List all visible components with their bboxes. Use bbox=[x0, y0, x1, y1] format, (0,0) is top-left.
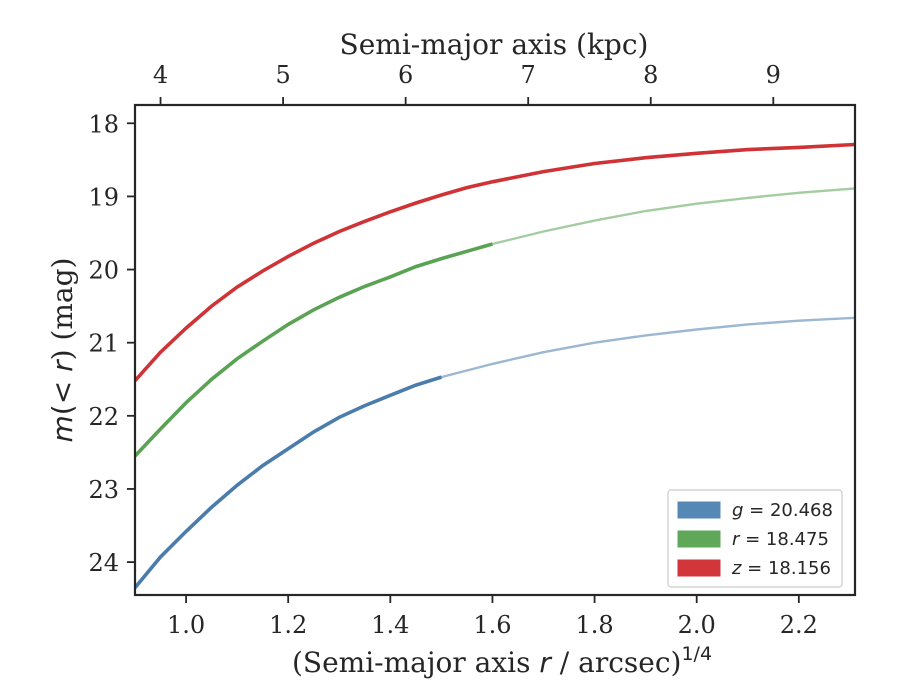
legend-label-z: z = 18.156 bbox=[731, 558, 831, 579]
x-tick-label: 1.8 bbox=[575, 611, 613, 639]
y-axis-title: m(< r) (mag) bbox=[46, 258, 79, 443]
x-axis-title-exponent: 1/4 bbox=[681, 643, 712, 665]
legend-swatch-r bbox=[677, 530, 721, 548]
x-tick-label: 1.0 bbox=[167, 611, 205, 639]
y-axis-title-paren: (< bbox=[46, 372, 79, 415]
legend-swatch-z bbox=[677, 559, 721, 577]
series-layer bbox=[135, 142, 855, 589]
top-tick-label: 9 bbox=[766, 61, 781, 89]
legend-label-g: g = 20.468 bbox=[732, 500, 833, 521]
x-axis-title: (Semi-major axis r / arcsec)1/4 bbox=[292, 643, 712, 679]
y-tick-label: 19 bbox=[88, 183, 119, 211]
y-axis-title-r: r bbox=[46, 359, 79, 372]
legend: g = 20.468 r = 18.475 z = 18.156 bbox=[667, 489, 843, 588]
top-axis-title: Semi-major axis (kpc) bbox=[340, 28, 649, 61]
x-axis-bottom: 1.0 1.2 1.4 1.6 1.8 2.0 2.2 bbox=[167, 595, 818, 639]
x-axis-top: 4 5 6 7 8 9 bbox=[153, 61, 781, 105]
series-line-z bbox=[135, 142, 855, 382]
legend-entry-g: g = 20.468 bbox=[677, 500, 833, 521]
legend-label-r: r = 18.475 bbox=[732, 529, 829, 550]
y-tick-label: 21 bbox=[88, 330, 119, 358]
x-tick-label: 2.0 bbox=[678, 611, 716, 639]
y-axis-left: 18 19 20 21 22 23 24 bbox=[88, 110, 135, 577]
x-tick-label: 2.2 bbox=[780, 611, 818, 639]
x-axis-title-unit: / arcsec) bbox=[551, 646, 682, 679]
top-tick-label: 8 bbox=[643, 61, 658, 89]
top-tick-label: 5 bbox=[275, 61, 290, 89]
x-tick-label: 1.2 bbox=[269, 611, 307, 639]
y-axis-title-unit: ) (mag) bbox=[46, 258, 79, 361]
legend-entry-z: z = 18.156 bbox=[677, 558, 831, 579]
y-tick-label: 18 bbox=[88, 110, 119, 138]
y-tick-label: 23 bbox=[88, 476, 119, 504]
series-line-r bbox=[135, 242, 493, 458]
top-tick-label: 4 bbox=[153, 61, 168, 89]
x-tick-label: 1.6 bbox=[473, 611, 511, 639]
top-tick-label: 7 bbox=[521, 61, 536, 89]
y-tick-label: 24 bbox=[88, 549, 119, 577]
legend-swatch-g bbox=[677, 501, 721, 519]
series-line-faint-r bbox=[135, 187, 855, 457]
top-tick-label: 6 bbox=[398, 61, 413, 89]
legend-entry-r: r = 18.475 bbox=[677, 529, 829, 550]
y-axis-title-m: m bbox=[46, 415, 79, 442]
x-axis-title-prefix: (Semi-major axis bbox=[292, 646, 539, 679]
y-tick-label: 22 bbox=[88, 403, 119, 431]
y-tick-label: 20 bbox=[88, 257, 119, 285]
x-tick-label: 1.4 bbox=[371, 611, 409, 639]
x-axis-title-var: r bbox=[539, 646, 552, 679]
plot-frame bbox=[133, 103, 857, 597]
series-line-g bbox=[135, 375, 442, 589]
